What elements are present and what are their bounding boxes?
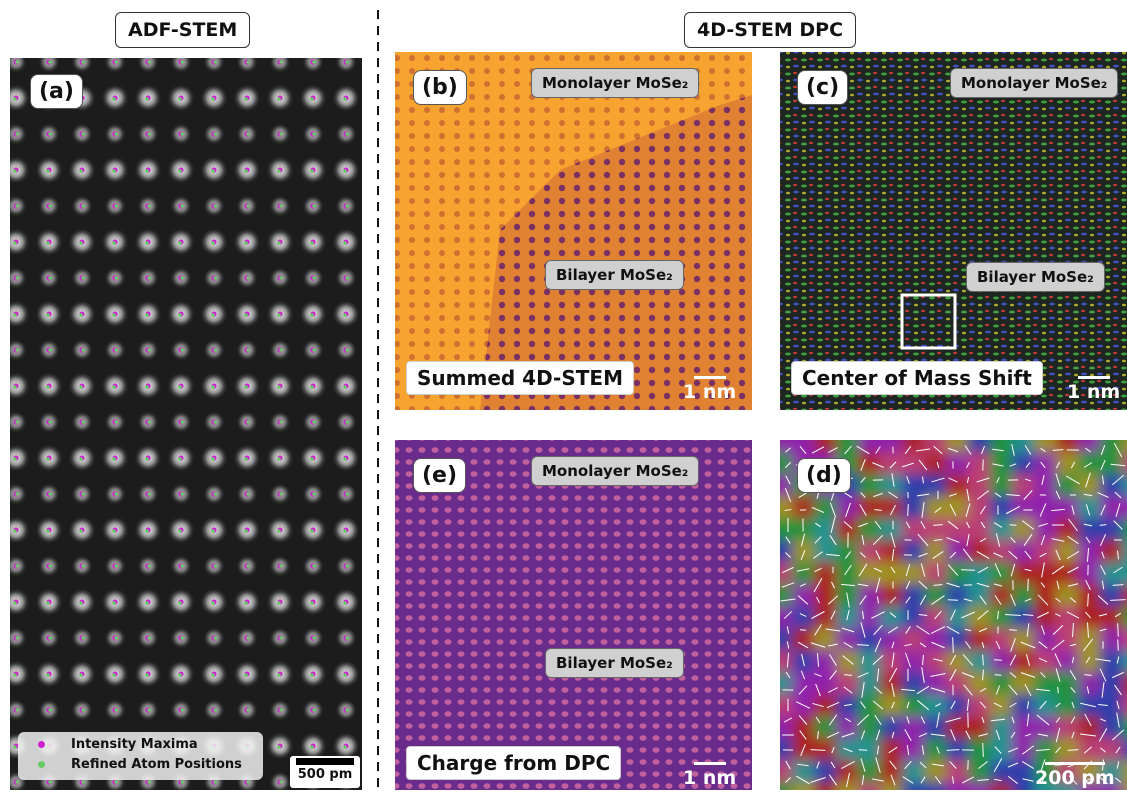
- region-label: Monolayer MoSe₂: [531, 456, 699, 486]
- scale-label: 1 nm: [683, 767, 736, 789]
- region-label: Bilayer MoSe₂: [545, 260, 684, 290]
- scale-label: 1 nm: [683, 381, 736, 403]
- scale-bar: 200 pm: [1035, 762, 1115, 789]
- panel-label: (c): [797, 70, 848, 105]
- scale-bar: 1 nm: [683, 762, 736, 789]
- legend-label: Refined Atom Positions: [71, 757, 242, 772]
- field-arrow: [1118, 623, 1119, 636]
- adf-image: [10, 58, 362, 790]
- field-arrow: [1088, 594, 1089, 607]
- panel-label: (d): [797, 458, 851, 493]
- panel-label: (b): [413, 70, 467, 105]
- field-arrow: [933, 525, 942, 526]
- header: 4D-STEM DPC: [684, 12, 856, 48]
- field-arrow: [953, 637, 954, 652]
- field-arrow: [874, 510, 881, 511]
- scale-bar: 1 nm: [683, 376, 736, 403]
- field-arrow: [983, 743, 984, 757]
- field-arrow: [934, 585, 943, 586]
- caption: Summed 4D-STEM: [406, 361, 634, 395]
- field-arrow: [859, 750, 868, 751]
- region-label: Monolayer MoSe₂: [531, 68, 699, 98]
- scale-label: 1 nm: [1067, 381, 1120, 403]
- field-arrow: [1058, 687, 1059, 693]
- scale-bar: 500 pm: [290, 756, 360, 788]
- header: ADF-STEM: [115, 12, 250, 48]
- region-label: Monolayer MoSe₂: [950, 68, 1118, 98]
- field-arrow: [844, 675, 852, 676]
- field-arrow: [1100, 525, 1107, 526]
- scale-label: 200 pm: [1035, 767, 1115, 789]
- field-arrow: [908, 504, 909, 516]
- com-image: [780, 52, 1127, 410]
- caption: Charge from DPC: [406, 746, 621, 780]
- region-label: Bilayer MoSe₂: [966, 262, 1105, 292]
- panel-label: (e): [413, 458, 466, 493]
- field-arrow: [1028, 579, 1029, 591]
- figure: ADF-STEM 4D-STEM DPC (a) Intensity Maxim…: [0, 0, 1127, 793]
- legend-label: Intensity Maxima: [71, 737, 198, 752]
- field-arrow: [811, 750, 826, 751]
- panel-label: (a): [30, 74, 83, 109]
- caption: Center of Mass Shift: [791, 361, 1043, 395]
- field-arrow: [1084, 675, 1091, 676]
- legend: Intensity Maxima Refined Atom Positions: [18, 732, 263, 780]
- scale-bar: 1 nm: [1067, 376, 1120, 403]
- scale-label: 500 pm: [298, 767, 353, 782]
- region-label: Bilayer MoSe₂: [545, 648, 684, 678]
